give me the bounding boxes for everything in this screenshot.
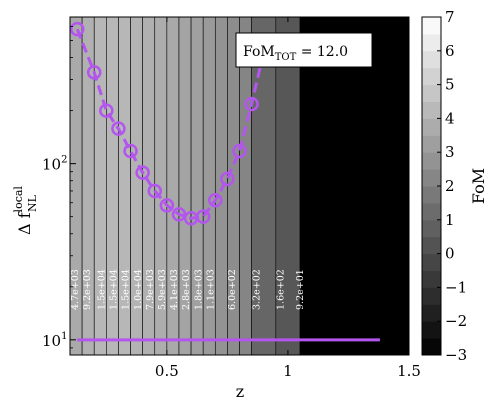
delta-fnl-point [99, 103, 114, 118]
strip-label: 3.2e+02 [251, 269, 262, 310]
fom-total-text: FoMTOT = 12.0 [243, 44, 348, 63]
x-axis-label: z [236, 382, 244, 401]
delta-fnl-point [195, 209, 211, 224]
fom-strip [214, 16, 228, 356]
fom-total-box-frame [235, 32, 373, 68]
fom-strip [299, 16, 410, 356]
colorbar-tick-label: −1 [445, 278, 467, 296]
x-tick-label: 1.5 [397, 362, 421, 380]
fom-strip [239, 16, 252, 356]
strip-label: 7.9e+03 [145, 269, 156, 310]
strip-label: 1.6e+02 [276, 269, 287, 310]
colorbar-tick-label: 2 [445, 177, 455, 195]
colorbar-step [422, 270, 441, 288]
colorbar-step [422, 101, 441, 119]
colorbar-step [422, 118, 441, 136]
fom-strip [251, 16, 277, 356]
colorbar-step [422, 287, 441, 305]
colorbar-step [422, 169, 441, 187]
strip-label: 1.5e+04 [96, 269, 107, 310]
y-axis-label: Δ flocalNL [12, 186, 39, 235]
delta-fnl-point [147, 183, 162, 199]
delta-fnl-series [70, 21, 380, 342]
colorbar-step [422, 50, 441, 69]
colorbar-step [422, 135, 441, 153]
strip-label: 9.2e+03 [82, 269, 93, 310]
strip-label: 6.0e+02 [227, 269, 238, 310]
colorbar-tick-label: −2 [445, 312, 467, 330]
colorbar-tick-label: 7 [445, 8, 455, 26]
fom-total-box: FoMTOT = 12.0 [235, 32, 373, 68]
colorbar-step [422, 304, 441, 322]
delta-fnl-line [75, 28, 266, 220]
colorbar-tick-label: 5 [445, 76, 455, 94]
y-tick-label: 101 [42, 331, 67, 350]
strip-label: 4.7e+03 [70, 269, 81, 310]
delta-fnl-point [135, 165, 150, 180]
colorbar-step [422, 236, 441, 255]
strip-label: 9.2e+01 [295, 269, 306, 310]
strip-label: 1.5e+04 [109, 269, 120, 310]
colorbar-tick-label: 0 [445, 245, 455, 263]
colorbar-step [422, 219, 441, 238]
colorbar-step [422, 152, 441, 170]
strip-label: 5.9e+03 [157, 269, 168, 310]
colorbar-tick-label: 6 [445, 42, 455, 60]
colorbar-step [422, 338, 441, 356]
x-tick-label: 0.5 [155, 362, 179, 380]
colorbar-step [422, 84, 441, 102]
strip-labels: 4.7e+03 9.2e+03 1.5e+04 1.5e+04 1.5e+04 1.0e+… [70, 269, 306, 310]
strip-label: 4.1e+03 [169, 269, 180, 310]
colorbar-step [422, 186, 441, 204]
colorbar-step [422, 202, 441, 221]
delta-fnl-point [220, 171, 235, 187]
fom-strip [275, 16, 301, 356]
strip-label: 2.8e+03 [181, 269, 192, 310]
strip-label: 1.8e+03 [193, 269, 204, 310]
colorbar-step [422, 67, 441, 86]
colorbar-tick-label: 3 [445, 143, 455, 161]
delta-fnl-point [232, 143, 247, 159]
delta-fnl-point [123, 143, 138, 159]
strip-label: 1.5e+04 [121, 269, 132, 310]
delta-fnl-point [244, 96, 259, 112]
colorbar-step [422, 17, 441, 35]
delta-fnl-point [70, 21, 85, 37]
colorbar-label: FoM [469, 168, 488, 204]
axes: 0.5 1 1.5 101 102 [42, 17, 421, 380]
y-tick-label: 102 [42, 155, 67, 174]
delta-fnl-point [208, 192, 223, 208]
delta-fnl-point [86, 65, 102, 80]
delta-fnl-point [111, 121, 126, 136]
colorbar-step [422, 321, 441, 339]
x-tick-label: 1 [283, 362, 293, 380]
colorbar-step [422, 33, 441, 52]
plot-frame [69, 16, 410, 356]
colorbar-step [422, 253, 441, 271]
strip-label: 1.1e+03 [205, 269, 216, 310]
colorbar-tick-label: −3 [445, 346, 467, 364]
colorbar: 7 6 5 4 3 2 1 0 −1 −2 −3 [421, 8, 467, 364]
strip-label: 1.0e+04 [133, 269, 144, 310]
colorbar-tick-label: 1 [445, 211, 455, 229]
colorbar-tick-label: 4 [445, 109, 455, 127]
delta-fnl-point [159, 198, 175, 213]
